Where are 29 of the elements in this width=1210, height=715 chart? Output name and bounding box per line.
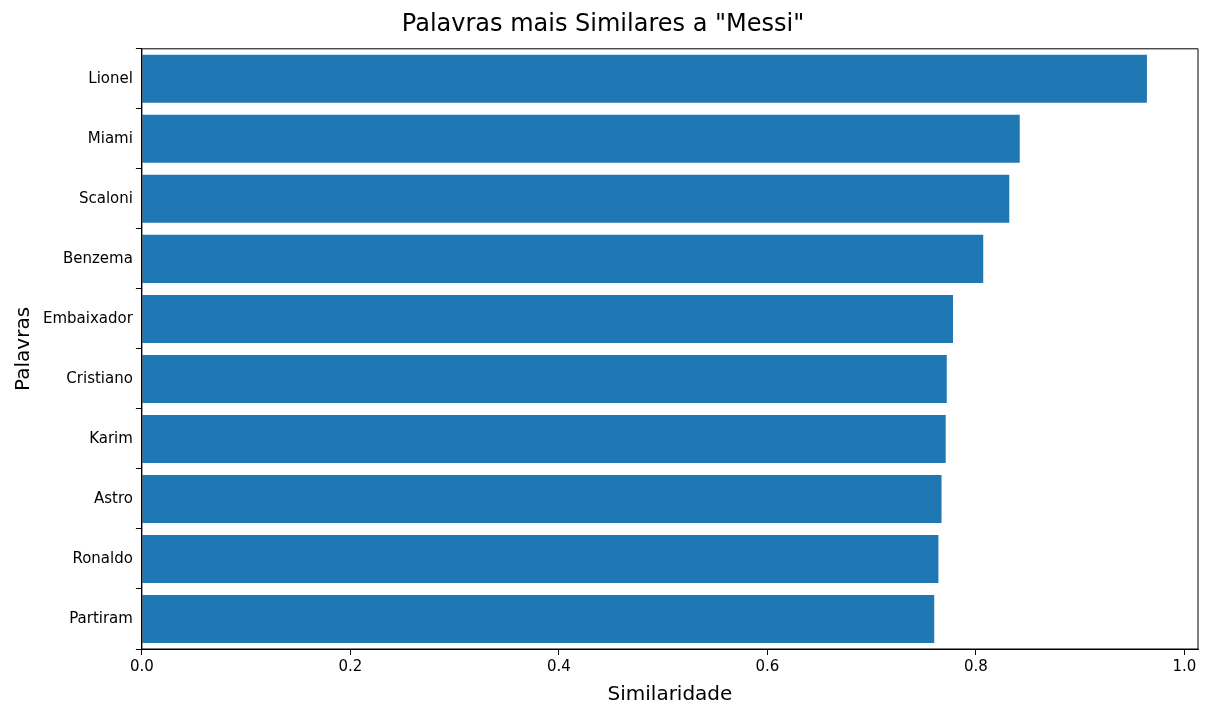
x-tick-label: 0.6 xyxy=(755,656,780,675)
y-tick-label: Karim xyxy=(89,428,133,447)
x-axis-title: Similaridade xyxy=(607,681,733,706)
bar xyxy=(142,114,1020,163)
y-tick-label: Scaloni xyxy=(78,188,133,207)
y-tick-label: Astro xyxy=(93,488,133,507)
y-tick-label: Lionel xyxy=(88,68,133,87)
bar xyxy=(142,54,1147,103)
y-tick-label: Benzema xyxy=(62,248,133,267)
x-tick-label: 0.4 xyxy=(546,656,571,675)
y-tick-label: Ronaldo xyxy=(72,548,133,567)
bar xyxy=(142,594,935,643)
y-tick-label: Cristiano xyxy=(66,368,133,387)
bar xyxy=(142,174,1010,223)
x-tick-label: 1.0 xyxy=(1172,656,1197,675)
chart-title: Palavras mais Similares a "Messi" xyxy=(401,8,805,37)
bar xyxy=(142,474,942,523)
bar xyxy=(142,294,953,343)
bar xyxy=(142,354,947,403)
bar xyxy=(142,414,946,463)
x-tick-label: 0.0 xyxy=(129,656,154,675)
y-tick-label: Miami xyxy=(87,128,133,147)
x-tick-label: 0.2 xyxy=(338,656,363,675)
bar xyxy=(142,234,984,283)
bar xyxy=(142,534,939,583)
y-tick-label: Embaixador xyxy=(43,308,134,327)
y-tick-label: Partiram xyxy=(69,608,133,627)
x-tick-label: 0.8 xyxy=(964,656,988,675)
y-axis-title: Palavras xyxy=(10,306,35,391)
